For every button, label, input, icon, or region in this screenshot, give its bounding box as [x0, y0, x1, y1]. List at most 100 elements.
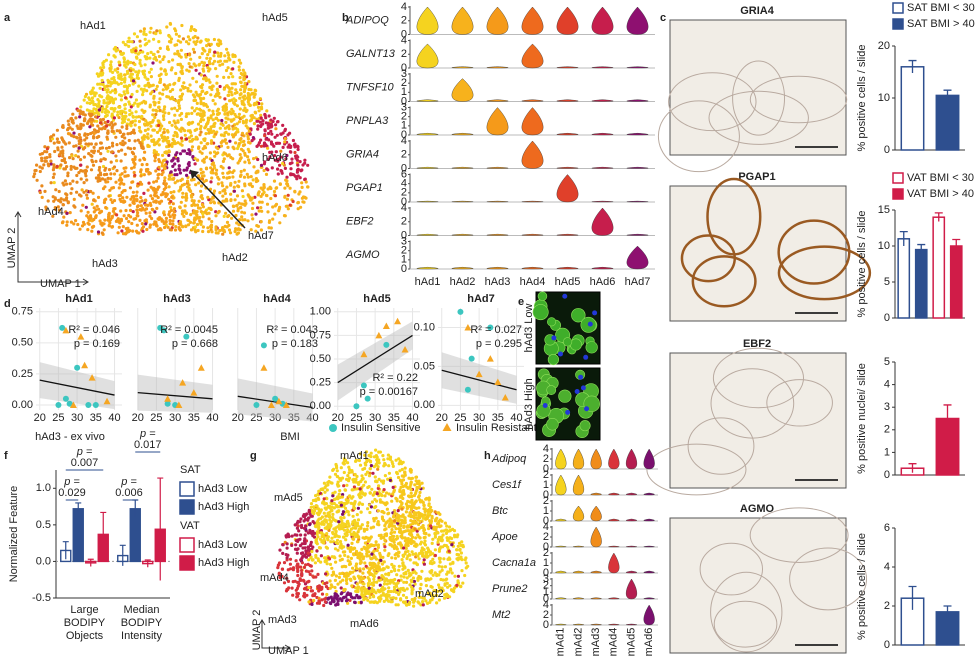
umap-dot [298, 578, 302, 582]
umap-dot [437, 564, 441, 568]
umap-dot [145, 121, 149, 125]
droplet [563, 337, 573, 347]
umap-dot [180, 84, 185, 88]
umap-dot [379, 533, 383, 537]
umap-dot [252, 122, 256, 126]
umap-dot [52, 163, 56, 167]
umap-dot [227, 53, 231, 57]
umap-dot [133, 173, 137, 177]
umap-dot [314, 575, 318, 579]
umap-dot [243, 106, 247, 110]
umap-dot [110, 150, 114, 154]
droplet [537, 291, 548, 301]
umap-dot [404, 580, 409, 585]
umap-dot [104, 166, 108, 170]
y-tick-label: 0 [401, 28, 407, 40]
umap-dot [33, 172, 37, 176]
umap-dot [280, 567, 285, 571]
y-tick-label: 0 [884, 469, 890, 481]
umap-dot [218, 39, 222, 43]
umap-dot [405, 587, 409, 591]
umap-dot [62, 157, 67, 161]
umap-dot [139, 204, 143, 208]
umap-dot [192, 209, 196, 213]
umap-dot [141, 229, 145, 233]
panel-title: hAd5 [363, 293, 391, 305]
umap-dot [83, 138, 87, 142]
umap-dot [429, 577, 433, 581]
umap-dot [236, 207, 240, 211]
umap-dot [280, 169, 284, 173]
umap-dot [96, 124, 100, 128]
umap-dot [191, 155, 195, 159]
umap-dot [296, 147, 300, 152]
x-tick-label: Large [70, 604, 98, 616]
umap-dot [83, 171, 87, 175]
umap-dot [49, 162, 53, 166]
gene-label: PNPLA3 [346, 115, 389, 127]
point [62, 326, 70, 334]
umap-dot [130, 76, 134, 80]
umap-dot [215, 116, 219, 121]
umap-dot [290, 586, 294, 590]
umap-dot [94, 142, 98, 146]
umap-dot [157, 123, 161, 128]
umap-dot [248, 103, 252, 107]
umap-dot [122, 189, 126, 193]
umap-dot [232, 60, 236, 64]
umap-dot [170, 123, 174, 127]
umap-dot [242, 175, 247, 179]
umap-dot [168, 228, 172, 232]
umap-dot [219, 51, 223, 56]
umap-dot [138, 58, 142, 63]
umap-dot [182, 214, 186, 218]
umap-dot [445, 577, 449, 581]
confidence-band [39, 362, 115, 410]
umap-dot [335, 534, 339, 538]
umap-dot [429, 519, 434, 523]
umap-dot [71, 121, 75, 125]
umap-dot [133, 123, 137, 127]
umap-dot [196, 228, 200, 233]
umap-dot [204, 166, 209, 170]
umap-dot [157, 105, 161, 109]
umap-dot [364, 564, 368, 568]
umap-dot [138, 158, 142, 162]
umap-dot [340, 476, 345, 480]
point [164, 400, 171, 407]
umap-dot [426, 546, 430, 550]
umap-dot [209, 141, 213, 145]
umap-dot [286, 568, 290, 572]
umap-dot [90, 100, 94, 104]
umap-dot [115, 159, 119, 163]
point [360, 382, 367, 389]
umap-dot [296, 145, 300, 149]
umap-dot [300, 568, 304, 573]
umap-dot [158, 91, 162, 95]
x-tick-label: 35 [288, 412, 300, 424]
umap-dot [149, 26, 153, 30]
umap-dot [151, 113, 155, 117]
umap-dot [429, 571, 433, 575]
umap-dot [138, 208, 142, 212]
umap-dot [193, 225, 197, 229]
umap-dot [266, 146, 270, 150]
umap-dot [147, 70, 152, 74]
umap-dot [460, 569, 464, 573]
umap-dot [195, 158, 199, 162]
y-tick-label: 3 [401, 235, 407, 247]
umap-dot [184, 40, 189, 44]
umap-dot [104, 109, 108, 113]
umap-dot [243, 184, 247, 188]
umap-dot [151, 61, 155, 65]
umap-dot [145, 77, 149, 81]
umap-dot [83, 133, 87, 137]
umap-dot [400, 467, 404, 472]
x-tick-label: 25 [150, 412, 162, 424]
umap-dot [131, 229, 135, 233]
umap-dot [456, 533, 460, 537]
umap-dot [232, 82, 236, 86]
umap-dot [339, 503, 343, 507]
umap-dot [237, 65, 241, 69]
umap-dot [233, 229, 237, 234]
